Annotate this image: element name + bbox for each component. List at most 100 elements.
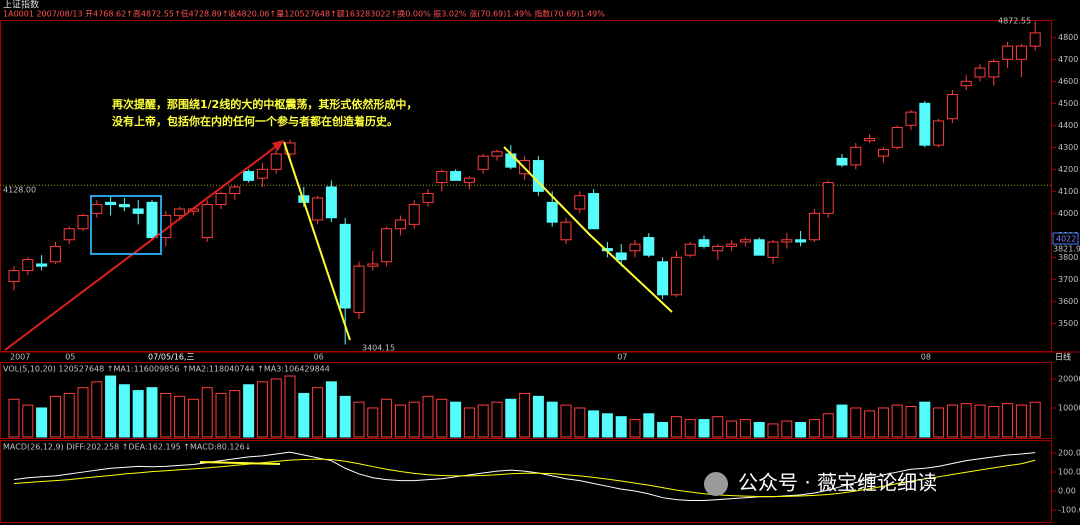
candle-body — [381, 228, 393, 263]
candle-body — [201, 204, 213, 239]
watermark-icon — [704, 472, 728, 496]
annotation: 没有上帝，包括你在内的任何一个参与者都在创造着历史。 — [112, 114, 398, 128]
volume-bar — [325, 381, 337, 438]
trend-arrow — [503, 146, 673, 313]
period-label: 日线 — [1055, 352, 1071, 362]
volume-bar — [1029, 401, 1041, 438]
candle-body — [933, 120, 945, 146]
candle-body — [256, 168, 268, 179]
candle-body — [1015, 45, 1027, 60]
candle-body — [477, 155, 489, 170]
candle-body — [850, 146, 862, 166]
volume-bar — [836, 404, 848, 438]
candle-body — [560, 221, 572, 241]
candle-body — [767, 241, 779, 258]
candle-body — [436, 171, 448, 184]
candle-body — [450, 171, 462, 181]
x-tick-label: 07 — [617, 353, 627, 362]
price-label: 3821.98 — [1053, 245, 1080, 254]
volume-panel — [0, 362, 1052, 439]
candle-body — [312, 197, 324, 221]
volume-bar — [105, 375, 117, 438]
volume-bar — [519, 392, 531, 438]
y-tick-label: 4300 — [1058, 143, 1078, 152]
candle-body — [546, 201, 558, 223]
watermark: 公众号 · 薇宝缠论细读 — [738, 471, 937, 495]
y-tick-label: 0.00 — [1058, 487, 1076, 496]
volume-bar — [353, 401, 365, 438]
volume-bar — [546, 401, 558, 438]
volume-bar — [450, 401, 462, 438]
y-tick-label: 3500 — [1058, 319, 1078, 328]
candle-body — [808, 212, 820, 241]
price-box — [1052, 232, 1079, 245]
volume-bar — [781, 420, 793, 438]
frame — [0, 20, 1080, 523]
candle-body — [463, 177, 475, 184]
y-tick-label: 3700 — [1058, 275, 1078, 284]
candle-body — [422, 193, 434, 203]
volume-bar — [381, 398, 393, 438]
y-tick-label: 4600 — [1058, 77, 1078, 86]
macd-line — [13, 451, 1036, 502]
y-tick-label: 3800 — [1058, 253, 1078, 262]
volume-bar — [1002, 403, 1014, 438]
volume-bar — [974, 404, 986, 438]
macd-panel — [0, 440, 1052, 523]
volume-bar — [532, 395, 544, 438]
volume-bar — [408, 401, 420, 438]
y-tick-label: 4400 — [1058, 121, 1078, 130]
candle-body — [132, 208, 144, 214]
volume-bar — [588, 410, 600, 438]
x-tick-label: 06 — [314, 353, 324, 362]
volume-bar — [670, 416, 682, 438]
candle-body — [836, 157, 848, 166]
candle-body — [8, 270, 20, 283]
candle-body — [1002, 45, 1014, 60]
volume-bar — [22, 404, 34, 438]
volume-bar — [877, 407, 889, 438]
trend-arrow — [199, 461, 281, 465]
candle-body — [615, 252, 627, 261]
candle-body — [105, 201, 117, 206]
volume-bar — [850, 407, 862, 438]
volume-bar — [256, 381, 268, 438]
candle-body — [284, 142, 296, 155]
info-line: 1A0001 2007/08/13 开4768.62↑高4872.55↑低472… — [3, 9, 605, 19]
volume-bar — [808, 419, 820, 438]
volume-bar — [298, 392, 310, 438]
volume-bar — [1015, 404, 1027, 438]
highlight-box — [90, 195, 162, 255]
y-tick-label: 100.00 — [1058, 468, 1080, 477]
candle-body — [781, 239, 793, 243]
volume-bar — [77, 387, 89, 438]
volume-bar — [698, 419, 710, 438]
macd-line — [13, 458, 1036, 498]
volume-bar — [187, 398, 199, 438]
volume-bar — [946, 404, 958, 438]
candle-body — [146, 201, 158, 239]
y-tick-label: 4800 — [1058, 33, 1078, 42]
volume-bar — [91, 381, 103, 438]
volume-bar — [712, 416, 724, 438]
y-tick-label: -100.00 — [1058, 506, 1080, 515]
y-tick-label: 4000 — [1058, 209, 1078, 218]
macd-title: MACD(26,12,9) DIFF:202.258 ↑DEA:162.195 … — [3, 443, 251, 452]
candle-body — [229, 186, 241, 195]
candle-body — [1029, 32, 1041, 47]
low-label: 3404.15 — [362, 344, 395, 353]
candle-body — [22, 259, 34, 272]
volume-bar — [822, 413, 834, 438]
volume-bar — [463, 407, 475, 438]
y-tick-label: 100000 — [1058, 403, 1080, 412]
volume-bar — [174, 395, 186, 438]
y-tick-label: 3600 — [1058, 297, 1078, 306]
y-tick-label: 4200 — [1058, 165, 1078, 174]
candle-body — [946, 94, 958, 120]
candle-body — [588, 193, 600, 230]
candle-body — [670, 256, 682, 296]
candle-body — [77, 215, 89, 230]
candle-body — [394, 219, 406, 230]
volume-bar — [739, 419, 751, 438]
